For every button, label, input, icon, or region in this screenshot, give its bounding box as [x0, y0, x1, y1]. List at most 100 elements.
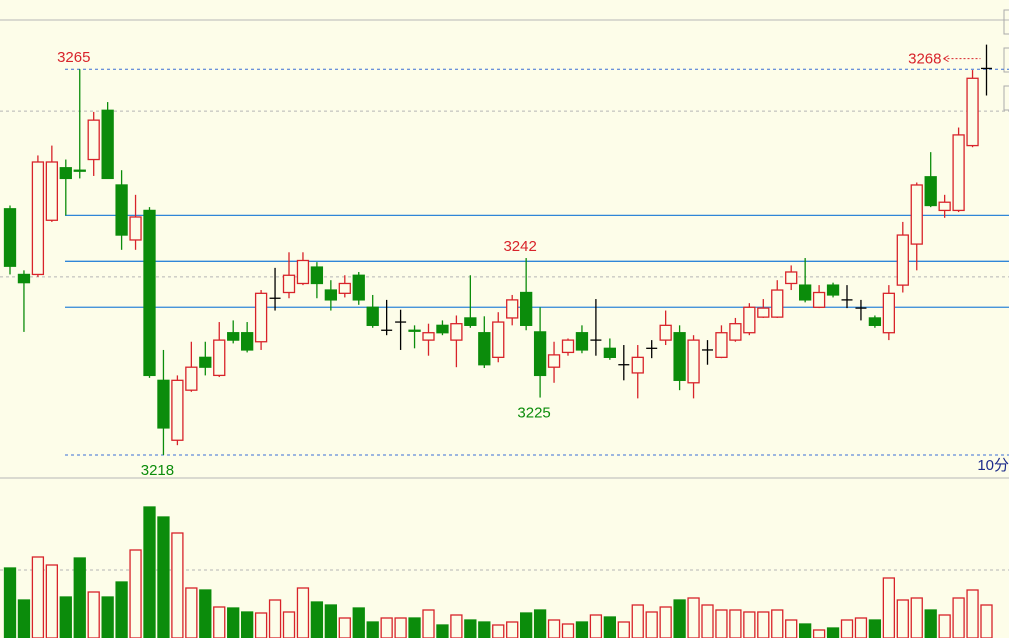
volume-bar: [896, 599, 909, 638]
candle-body: [450, 323, 463, 341]
volume-bar: [715, 609, 728, 638]
candle-body: [254, 292, 268, 343]
volume-bar: [645, 611, 658, 638]
candle-body: [408, 329, 421, 332]
volume-bar: [45, 564, 58, 638]
candle-body: [199, 356, 212, 368]
candle-body: [87, 119, 100, 161]
candle-body: [506, 299, 519, 319]
volume-bar: [785, 619, 798, 638]
candle-body: [631, 356, 644, 374]
candle-body: [799, 284, 812, 301]
candle-body: [171, 379, 184, 441]
period-label: 10分: [977, 457, 1009, 474]
candle-body: [157, 379, 170, 429]
low-label: 3225: [517, 405, 550, 422]
candle-body: [812, 291, 826, 308]
candle-body: [938, 201, 951, 212]
volume-bar: [506, 621, 519, 638]
candle-body: [826, 284, 840, 296]
candle-body: [129, 216, 142, 241]
volume-bar: [310, 601, 324, 638]
candle-body: [115, 184, 128, 236]
volume-bar: [966, 589, 979, 638]
candle-body: [966, 77, 979, 147]
volume-bar: [394, 617, 407, 638]
candle-body: [910, 184, 923, 245]
volume-bar: [771, 609, 784, 638]
volume-bar: [157, 516, 170, 638]
volume-bar: [436, 624, 449, 638]
volume-bar: [952, 597, 965, 638]
volume-bar: [338, 617, 351, 638]
volume-bar: [910, 597, 923, 638]
volume-bar: [59, 596, 72, 638]
candle-body: [338, 282, 351, 294]
candle-body: [547, 354, 561, 368]
candle-body: [17, 273, 31, 284]
volume-bar: [687, 597, 700, 638]
volume-bar: [520, 612, 533, 638]
candle-body: [73, 169, 86, 172]
candle-body: [227, 332, 240, 341]
volume-bar: [240, 611, 254, 638]
volume-bar: [729, 609, 742, 638]
candle-body: [45, 161, 58, 221]
candle-body: [533, 331, 547, 377]
volume-bar: [185, 587, 198, 638]
volume-bar: [87, 591, 100, 638]
candle-body: [492, 321, 505, 358]
volume-bar: [575, 621, 589, 638]
candle-body: [715, 332, 728, 358]
high-label: 3265: [57, 49, 90, 66]
volume-bar: [854, 617, 868, 638]
volume-bar: [408, 617, 421, 638]
candle-body: [687, 339, 700, 384]
candle-body: [464, 317, 477, 326]
volume-bar: [213, 606, 226, 638]
volume-bar: [826, 627, 840, 638]
volume-bar: [366, 621, 379, 638]
candle-body: [282, 274, 296, 294]
volume-bar: [129, 549, 142, 638]
volume-bar: [352, 607, 365, 638]
volume-bar: [589, 614, 603, 638]
volume-bar: [268, 599, 282, 638]
volume-bar: [617, 621, 630, 638]
candle-body: [924, 176, 937, 207]
volume-bar: [743, 611, 756, 638]
volume-bar: [882, 577, 895, 638]
volume-bar: [324, 604, 338, 638]
volume-bar: [492, 624, 505, 638]
candle-body: [771, 289, 784, 318]
candle-body: [143, 209, 156, 377]
candle-body: [868, 317, 882, 326]
candle-body: [213, 339, 226, 377]
candle-body: [603, 347, 616, 358]
volume-bar: [840, 619, 854, 638]
volume-bar: [603, 616, 616, 638]
candle-body: [743, 306, 756, 334]
volume-bar: [938, 614, 951, 638]
candle-body: [31, 161, 45, 276]
candle-body: [757, 307, 770, 318]
volume-bar: [478, 621, 491, 638]
volume-bar: [757, 611, 770, 638]
candle-body: [673, 332, 686, 381]
low-label: 3218: [141, 462, 174, 479]
candle-body: [422, 332, 435, 341]
volume-bar: [422, 609, 435, 638]
side-button[interactable]: [1003, 85, 1009, 111]
volume-bar: [799, 623, 812, 638]
side-button[interactable]: [1003, 9, 1009, 35]
candle-body: [185, 366, 198, 391]
volume-bar: [924, 609, 937, 638]
side-button[interactable]: [1003, 47, 1009, 73]
volume-bar: [812, 629, 826, 638]
candle-body: [436, 324, 449, 334]
volume-bar: [673, 599, 686, 638]
volume-bar: [631, 604, 644, 638]
volume-bar: [101, 596, 114, 638]
candle-body: [3, 208, 17, 267]
